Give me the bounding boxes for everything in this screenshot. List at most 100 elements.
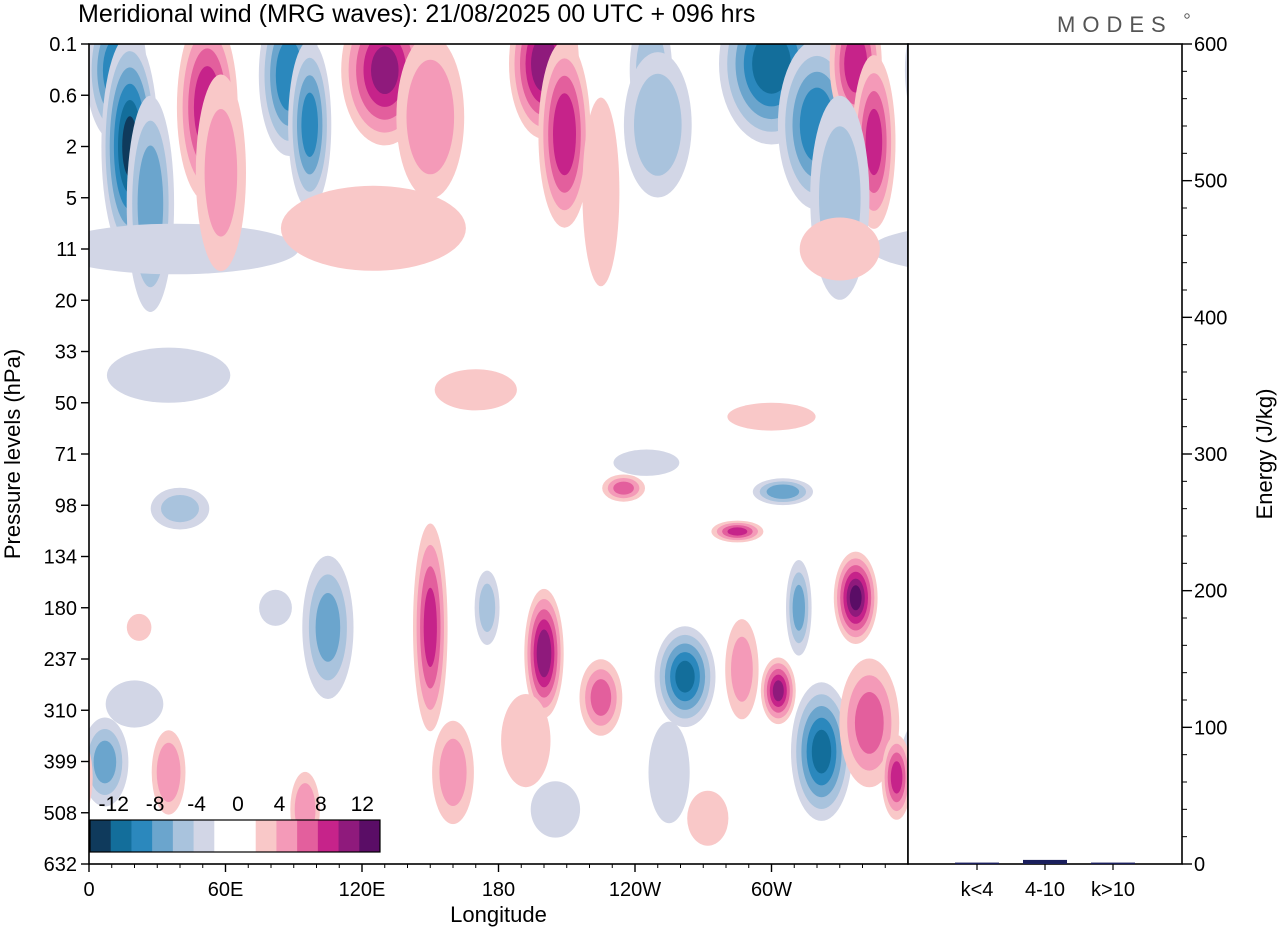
colorbar: -12 -8 -4 0 4 8 12 — [89, 793, 381, 853]
energy-tick-label: 0 — [1194, 854, 1205, 876]
contour-level — [423, 587, 437, 668]
contour-level — [106, 347, 231, 403]
colorbar-swatch — [172, 820, 195, 852]
contour-level — [105, 680, 164, 728]
contour-level — [161, 495, 199, 523]
wind-anomaly-blob — [126, 613, 152, 641]
y-tick-label: 0.6 — [49, 85, 77, 107]
wind-anomaly-blob — [687, 790, 729, 846]
wind-anomaly-blob — [89, 717, 908, 807]
y-tick-label: 399 — [44, 752, 77, 774]
wind-anomaly-blob — [89, 223, 908, 275]
energy-panel-frame — [907, 43, 1183, 865]
y-tick-label: 508 — [44, 803, 77, 825]
y-tick-label: 11 — [56, 239, 77, 261]
contour-level — [727, 527, 748, 536]
y-tick-label: 33 — [55, 342, 77, 364]
energy-tick-label: 600 — [1194, 34, 1227, 56]
colorbar-label: 8 — [315, 793, 327, 816]
colorbar-label: -8 — [146, 793, 165, 816]
contour-level — [204, 109, 238, 237]
energy-tick-label: 100 — [1194, 717, 1227, 739]
y-tick-label: 71 — [55, 444, 77, 466]
wind-anomaly-blob — [288, 44, 332, 210]
contour-level — [553, 93, 576, 176]
y-tick-label: 50 — [55, 393, 77, 415]
energy-category-label: k>10 — [1091, 879, 1135, 901]
wind-anomaly-blob — [648, 721, 690, 824]
wind-anomaly-blob — [89, 735, 908, 820]
contour-level — [648, 721, 690, 824]
colorbar-label: -4 — [187, 793, 206, 816]
colorbar-outline — [89, 819, 381, 853]
contour-level — [479, 583, 496, 632]
chart-title: Meridional wind (MRG waves): 21/08/2025 … — [78, 0, 755, 28]
contour-level — [811, 729, 832, 774]
contour-level — [590, 679, 612, 716]
contour-level — [613, 449, 680, 476]
contour-level — [126, 613, 152, 641]
contour-level — [675, 660, 695, 693]
contour-level — [89, 749, 93, 806]
wind-anomaly-blob — [839, 658, 900, 788]
colorbar-swatch — [90, 820, 112, 852]
colorbar-swatch — [359, 820, 381, 852]
colorbar-swatch — [317, 820, 340, 852]
x-tick-label: 120E — [339, 879, 386, 901]
contour-level — [259, 589, 292, 626]
contour-level — [315, 593, 341, 662]
wind-anomaly-blob — [302, 555, 354, 700]
colorbar-swatch — [235, 820, 257, 852]
y-tick-label: 98 — [55, 495, 77, 517]
y-tick-label: 2 — [66, 137, 77, 159]
contour-level — [792, 584, 805, 631]
energy-bars — [955, 859, 1135, 865]
x-axis-label: Longitude — [450, 902, 547, 927]
contour-level — [301, 92, 319, 157]
y-axis-label: Pressure levels (hPa) — [0, 349, 25, 559]
y-tick-label: 20 — [55, 290, 77, 312]
wind-anomaly-blob — [150, 487, 210, 530]
colorbar-label: -12 — [99, 793, 129, 816]
wind-anomaly-blob — [106, 347, 231, 403]
colorbar-swatch — [152, 820, 174, 852]
y-tick-label: 310 — [44, 700, 77, 722]
wind-anomaly-blob — [791, 682, 852, 821]
x-tick-label: 120W — [609, 879, 661, 901]
contour-level — [613, 481, 634, 495]
contour-level — [371, 46, 399, 94]
contour-level — [890, 761, 903, 794]
y-tick-label: 5 — [66, 188, 77, 210]
y-tick-label: 632 — [44, 854, 77, 876]
wind-anomaly-blob — [195, 74, 246, 272]
colorbar-swatch — [214, 820, 236, 852]
wind-anomaly-blob — [538, 44, 591, 228]
contour-level — [687, 790, 729, 846]
wind-anomaly-blob — [613, 449, 680, 476]
wind-anomaly-blob — [725, 619, 759, 720]
contour-level — [752, 44, 791, 94]
wind-anomaly-blob — [413, 523, 448, 732]
y-tick-label: 180 — [44, 598, 77, 620]
wind-anomaly-blob — [799, 217, 880, 281]
heatmap-axes: 0.1 0.6 2 5 11 20 33 50 71 98 134 180 237 310 399 508 63… — [44, 34, 886, 901]
contour-level — [530, 781, 581, 838]
y-tick-label: 134 — [44, 547, 77, 569]
wind-anomaly-blob — [280, 185, 466, 271]
energy-bar — [955, 862, 999, 865]
wind-anomaly-blob — [760, 657, 796, 725]
energy-category-label: 4-10 — [1025, 879, 1065, 901]
colorbar-label: 0 — [232, 793, 244, 816]
energy-category-label: k<4 — [961, 879, 994, 901]
wind-anomaly-blob — [786, 560, 812, 656]
logo-registered-mark — [1184, 13, 1190, 19]
contour-level — [406, 59, 455, 175]
colorbar-swatch — [255, 820, 277, 852]
wind-anomaly-blob — [752, 478, 814, 506]
wind-anomaly-blob — [259, 589, 292, 626]
contour-level — [536, 629, 552, 678]
contour-level — [582, 97, 620, 287]
contour-level — [89, 223, 299, 275]
energy-axis-label: Energy (J/kg) — [1252, 389, 1277, 520]
